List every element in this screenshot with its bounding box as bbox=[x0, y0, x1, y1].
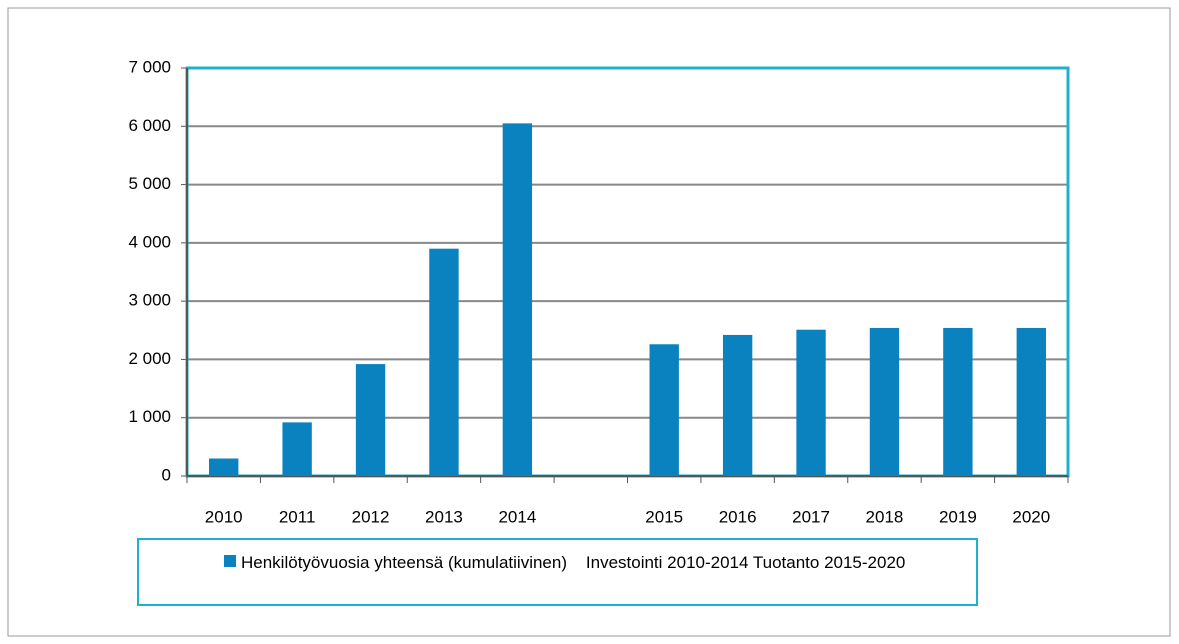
legend: Henkilötyövuosia yhteensä (kumulatiivine… bbox=[137, 538, 978, 606]
chart-frame bbox=[7, 7, 1171, 637]
bar bbox=[649, 344, 679, 476]
x-tick-label: 2011 bbox=[279, 507, 316, 526]
bar bbox=[429, 248, 459, 476]
y-tick-label: 7 000 bbox=[128, 57, 171, 76]
x-tick-label: 2020 bbox=[1012, 507, 1050, 526]
bar bbox=[943, 327, 973, 476]
bar bbox=[722, 334, 753, 476]
legend-swatch bbox=[224, 555, 236, 567]
x-tick-label: 2019 bbox=[939, 507, 977, 526]
y-tick-label: 5 000 bbox=[128, 174, 171, 193]
y-tick-label: 2 000 bbox=[128, 349, 171, 368]
x-tick-label: 2013 bbox=[425, 507, 463, 526]
y-tick-label: 0 bbox=[162, 465, 171, 484]
bar bbox=[502, 123, 533, 476]
x-tick-label: 2014 bbox=[498, 507, 536, 526]
x-tick-label: 2018 bbox=[866, 507, 904, 526]
x-tick-label: 2016 bbox=[719, 507, 757, 526]
x-tick-label: 2012 bbox=[352, 507, 390, 526]
bar bbox=[209, 458, 239, 476]
bar bbox=[282, 422, 312, 476]
legend-label: Henkilötyövuosia yhteensä (kumulatiivine… bbox=[241, 553, 906, 572]
x-tick-label: 2015 bbox=[645, 507, 683, 526]
bar bbox=[355, 364, 386, 476]
x-tick-label: 2010 bbox=[205, 507, 243, 526]
y-tick-label: 3 000 bbox=[128, 291, 171, 310]
y-tick-label: 4 000 bbox=[128, 232, 171, 251]
y-tick-label: 1 000 bbox=[128, 407, 171, 426]
bar bbox=[869, 327, 900, 476]
y-tick-label: 6 000 bbox=[128, 116, 171, 135]
bar bbox=[796, 329, 826, 476]
x-tick-label: 2017 bbox=[792, 507, 830, 526]
bar bbox=[1016, 327, 1046, 476]
